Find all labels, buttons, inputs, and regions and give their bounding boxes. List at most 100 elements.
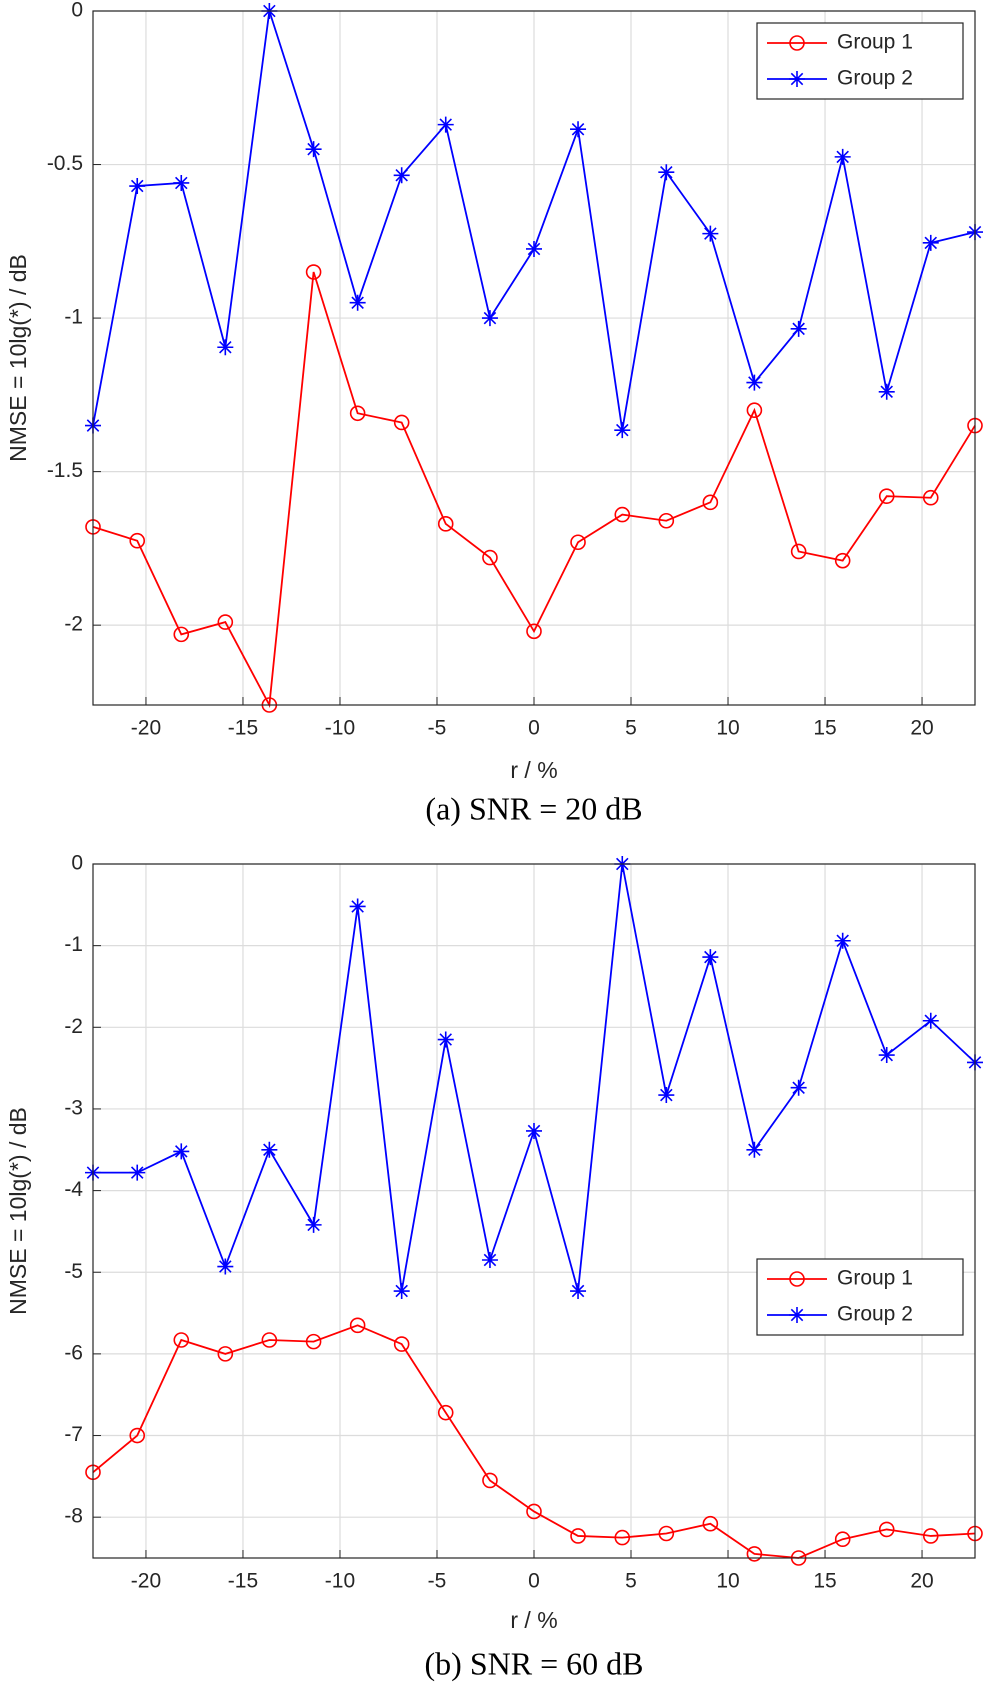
- marker: [393, 1336, 410, 1352]
- marker: [658, 1525, 675, 1542]
- marker: [481, 310, 498, 327]
- marker: [922, 489, 939, 506]
- marker: [482, 549, 498, 566]
- axes-box: [92, 10, 976, 706]
- x-tick-label: -5: [428, 1570, 447, 1593]
- legend-label: Group 1: [837, 1267, 913, 1290]
- marker: [834, 552, 851, 569]
- marker: [746, 402, 763, 419]
- marker: [878, 488, 895, 504]
- marker: [526, 1503, 542, 1520]
- marker: [702, 494, 719, 511]
- y-tick-label: -7: [64, 1423, 83, 1446]
- marker: [393, 414, 410, 431]
- x-tick-label: -15: [228, 717, 258, 740]
- y-axis-label: NMSE = 10lg(*) / dB: [5, 254, 31, 462]
- marker: [305, 1333, 322, 1350]
- marker: [526, 240, 542, 257]
- axes-box: [92, 863, 976, 1559]
- marker: [614, 1529, 631, 1546]
- marker: [393, 1283, 410, 1300]
- marker: [878, 1047, 895, 1064]
- marker: [570, 1283, 587, 1300]
- x-tick-label: 20: [910, 717, 933, 740]
- marker: [789, 71, 805, 87]
- marker: [173, 1143, 190, 1160]
- marker: [614, 422, 631, 439]
- x-tick-label: -10: [325, 717, 355, 740]
- marker: [129, 1164, 146, 1181]
- series-line: [92, 1324, 976, 1559]
- x-tick-label: 10: [716, 717, 739, 740]
- marker: [922, 1012, 939, 1029]
- marker: [349, 898, 366, 915]
- legend-label: Group 2: [837, 1303, 913, 1326]
- marker: [834, 1531, 851, 1548]
- series-line: [92, 271, 976, 709]
- marker: [129, 1427, 146, 1444]
- marker: [746, 1141, 763, 1158]
- y-tick-label: -2: [64, 1015, 83, 1038]
- marker: [702, 949, 719, 966]
- marker: [129, 178, 146, 195]
- x-tick-label: 15: [813, 717, 836, 740]
- caption: (a) SNR = 20 dB: [425, 790, 642, 826]
- x-axis-label: r / %: [510, 757, 557, 783]
- y-tick-label: -3: [64, 1096, 83, 1119]
- y-tick-label: -6: [64, 1341, 83, 1364]
- marker: [305, 1216, 322, 1233]
- marker: [614, 506, 631, 523]
- marker: [129, 532, 146, 549]
- marker: [922, 234, 939, 251]
- marker: [834, 148, 851, 165]
- x-axis-label: r / %: [510, 1607, 557, 1633]
- marker: [922, 1528, 939, 1544]
- marker: [570, 1528, 586, 1544]
- x-tick-label: -20: [131, 717, 161, 740]
- y-tick-label: -1.5: [47, 459, 83, 482]
- y-tick-label: -8: [64, 1505, 83, 1528]
- y-tick-label: -2: [64, 613, 83, 636]
- marker: [526, 623, 542, 640]
- marker: [217, 1258, 234, 1275]
- marker: [790, 320, 807, 337]
- legend-box: [756, 1258, 964, 1336]
- marker: [437, 1031, 454, 1048]
- x-tick-label: 0: [528, 1570, 540, 1593]
- marker: [570, 534, 586, 551]
- x-tick-label: -20: [131, 1570, 161, 1593]
- marker: [789, 35, 805, 51]
- legend-label: Group 2: [837, 67, 913, 90]
- marker: [305, 141, 322, 158]
- legend-box: [756, 22, 964, 100]
- legend-label: Group 1: [837, 31, 913, 54]
- marker: [878, 1521, 895, 1538]
- y-tick-label: -0.5: [47, 152, 83, 175]
- marker: [834, 932, 851, 949]
- marker: [261, 1332, 278, 1348]
- x-tick-label: 15: [813, 1570, 836, 1593]
- marker: [658, 164, 675, 181]
- marker: [173, 1332, 190, 1348]
- x-tick-label: 5: [625, 1570, 637, 1593]
- marker: [790, 1079, 807, 1096]
- marker: [658, 512, 675, 529]
- marker: [746, 1546, 763, 1562]
- marker: [482, 1472, 498, 1489]
- y-tick-label: -1: [64, 933, 83, 956]
- marker: [437, 516, 454, 532]
- marker: [217, 339, 234, 356]
- x-tick-label: -5: [428, 717, 447, 740]
- y-tick-label: -5: [64, 1260, 83, 1283]
- marker: [789, 1307, 805, 1323]
- marker: [393, 167, 410, 184]
- y-axis-label: NMSE = 10lg(*) / dB: [5, 1107, 31, 1315]
- x-tick-label: 0: [528, 717, 540, 740]
- y-tick-label: 0: [71, 852, 83, 875]
- y-tick-label: -1: [64, 306, 83, 329]
- marker: [481, 1251, 498, 1268]
- marker: [349, 294, 366, 311]
- x-tick-label: -15: [228, 1570, 258, 1593]
- x-tick-label: -10: [325, 1570, 355, 1593]
- marker: [261, 1141, 278, 1158]
